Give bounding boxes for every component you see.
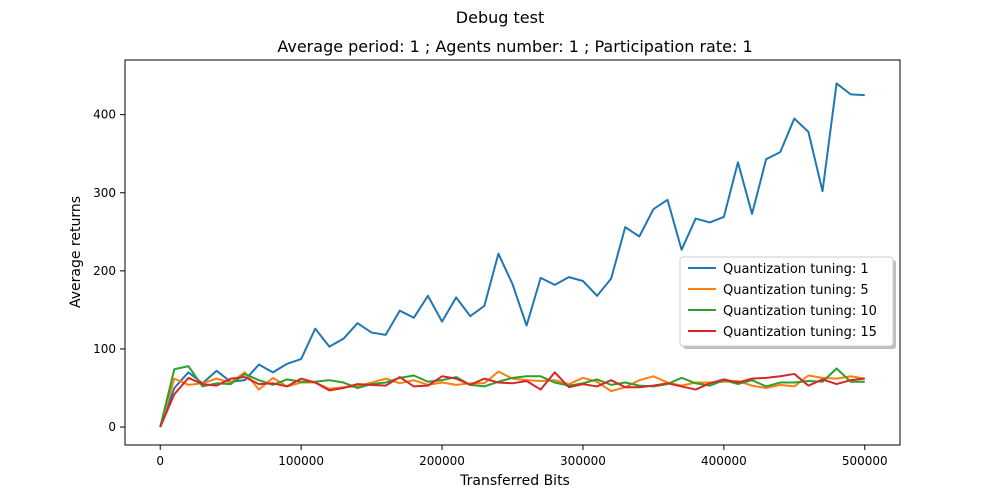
x-tick-label: 0	[156, 454, 164, 468]
chart-suptitle: Debug test	[456, 8, 544, 27]
y-tick-label: 100	[93, 342, 116, 356]
legend-label-4: Quantization tuning: 15	[723, 325, 877, 340]
y-tick-label: 400	[93, 108, 116, 122]
x-tick-label: 400000	[701, 454, 747, 468]
series-line-1	[159, 82, 865, 428]
x-tick-label: 500000	[842, 454, 888, 468]
x-tick-label: 300000	[560, 454, 606, 468]
y-tick-label: 200	[93, 264, 116, 278]
x-tick-label: 100000	[278, 454, 324, 468]
chart-title: Average period: 1 ; Agents number: 1 ; P…	[277, 37, 752, 56]
legend-label-2: Quantization tuning: 5	[723, 283, 869, 298]
y-tick-label: 300	[93, 186, 116, 200]
y-axis-label: Average returns	[68, 196, 84, 308]
series-line-4	[159, 371, 865, 428]
series-line-2	[159, 370, 865, 428]
legend	[679, 256, 894, 347]
x-axis-label: Transferred Bits	[459, 473, 570, 489]
series-line-3	[159, 365, 865, 428]
legend-label-1: Quantization tuning: 1	[723, 262, 869, 277]
y-tick-label: 0	[108, 420, 116, 434]
plot-frame	[124, 59, 901, 446]
legend-label-3: Quantization tuning: 10	[723, 304, 877, 319]
x-tick-label: 200000	[419, 454, 465, 468]
